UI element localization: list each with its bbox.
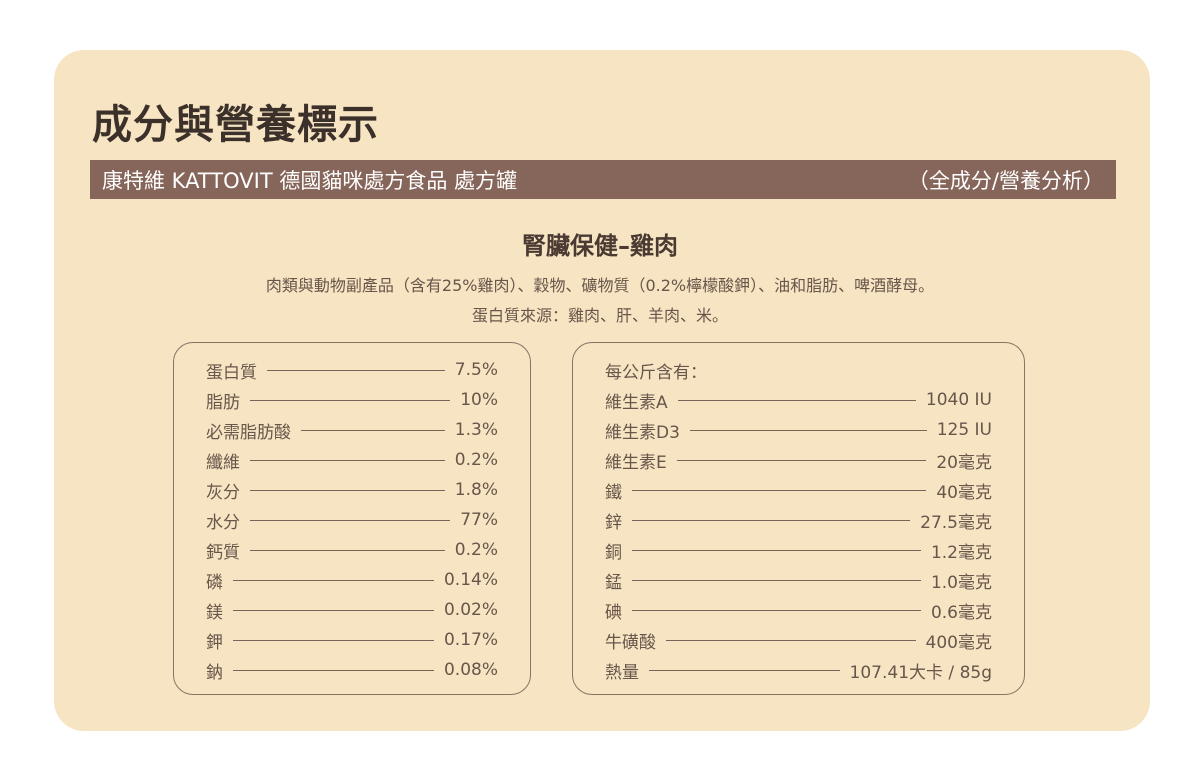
nutrient-value: 0.02%	[443, 600, 498, 620]
leader-line	[233, 609, 434, 611]
leader-line	[267, 369, 445, 371]
nutrient-value: 1.8%	[454, 480, 498, 500]
nutrient-label: 脂肪	[206, 392, 240, 413]
leader-line	[632, 579, 921, 581]
nutrient-row: 碘 0.6毫克	[605, 595, 992, 625]
nutrient-row: 水分 77%	[206, 505, 498, 535]
product-bar: 康特維 KATTOVIT 德國貓咪處方食品 處方罐 （全成分/營養分析）	[90, 160, 1116, 199]
leader-line	[250, 459, 445, 461]
nutrient-value: 1.2毫克	[930, 542, 992, 563]
nutrient-value: 1040 IU	[925, 390, 992, 410]
nutrient-label: 維生素D3	[605, 422, 680, 443]
nutrient-label: 鉀	[206, 632, 223, 653]
leader-line	[632, 549, 921, 551]
nutrient-label: 熱量	[605, 662, 639, 683]
nutrient-row: 纖維 0.2%	[206, 445, 498, 475]
nutrient-value: 0.08%	[443, 660, 498, 680]
leader-line	[677, 399, 916, 401]
nutrient-row: 銅 1.2毫克	[605, 535, 992, 565]
nutrient-value: 1.0毫克	[930, 572, 992, 593]
leader-line	[689, 429, 927, 431]
leader-line	[250, 519, 451, 521]
nutrient-row: 錳 1.0毫克	[605, 565, 992, 595]
nutrient-label: 纖維	[206, 452, 240, 473]
nutrient-label: 蛋白質	[206, 362, 257, 383]
nutrient-label: 錳	[605, 572, 622, 593]
nutrient-value: 20毫克	[936, 452, 992, 473]
nutrient-value: 400毫克	[925, 632, 992, 653]
leader-line	[649, 669, 840, 671]
recipe-title: 腎臟保健–雞肉	[522, 232, 678, 260]
nutrient-row: 鈣質 0.2%	[206, 535, 498, 565]
nutrient-value: 107.41大卡 / 85g	[849, 662, 992, 683]
per-kg-heading: 每公斤含有：	[605, 362, 707, 383]
leader-line	[250, 399, 451, 401]
leader-line	[233, 579, 434, 581]
nutrient-label: 鋅	[605, 512, 622, 533]
nutrient-label: 維生素E	[605, 452, 667, 473]
nutrient-row: 維生素E 20毫克	[605, 445, 992, 475]
nutrient-value: 40毫克	[936, 482, 992, 503]
leader-line	[233, 639, 434, 641]
nutrient-label: 鐵	[605, 482, 622, 503]
nutrient-value: 1.3%	[454, 420, 498, 440]
analysis-box: 蛋白質 7.5% 脂肪 10% 必需脂肪酸 1.3% 纖維 0.2% 灰分 1.8% 水分 77% 鈣質…	[173, 342, 531, 695]
nutrient-row: 鈉 0.08%	[206, 655, 498, 685]
product-name: 康特維 KATTOVIT 德國貓咪處方食品 處方罐	[102, 168, 517, 193]
nutrient-label: 維生素A	[605, 392, 668, 413]
nutrient-row: 鉀 0.17%	[206, 625, 498, 655]
nutrient-value: 0.2%	[454, 450, 498, 470]
nutrient-value: 77%	[460, 510, 498, 530]
nutrient-row: 熱量 107.41大卡 / 85g	[605, 655, 992, 685]
leader-line	[632, 489, 927, 491]
nutrient-row: 維生素D3 125 IU	[605, 415, 992, 445]
nutrient-label: 鈉	[206, 662, 223, 683]
nutrient-value: 27.5毫克	[920, 512, 992, 533]
nutrient-row: 磷 0.14%	[206, 565, 498, 595]
nutrient-value: 0.14%	[443, 570, 498, 590]
nutrient-label: 鈣質	[206, 542, 240, 563]
nutrient-label: 銅	[605, 542, 622, 563]
leader-line	[301, 429, 445, 431]
leader-line	[632, 519, 911, 521]
nutrient-row: 牛磺酸 400毫克	[605, 625, 992, 655]
nutrient-value: 0.6毫克	[930, 602, 992, 623]
ingredients-text: 肉類與動物副產品（含有25%雞肉）、穀物、礦物質（0.2%檸檬酸鉀）、油和脂肪、…	[265, 276, 935, 295]
nutrient-label: 碘	[605, 602, 622, 623]
leader-line	[250, 489, 445, 491]
nutrient-value: 0.2%	[454, 540, 498, 560]
per-kg-box: 每公斤含有： 維生素A 1040 IU 維生素D3 125 IU 維生素E 20毫克鐵 40…	[572, 342, 1025, 695]
leader-line	[676, 459, 927, 461]
leader-line	[233, 669, 434, 671]
nutrient-row: 必需脂肪酸 1.3%	[206, 415, 498, 445]
nutrient-row: 維生素A 1040 IU	[605, 385, 992, 415]
leader-line	[666, 639, 916, 641]
nutrient-row: 灰分 1.8%	[206, 475, 498, 505]
nutrient-value: 10%	[460, 390, 498, 410]
product-note: （全成分/營養分析）	[907, 168, 1104, 193]
nutrient-value: 0.17%	[443, 630, 498, 650]
nutrient-label: 灰分	[206, 482, 240, 503]
nutrient-label: 鎂	[206, 602, 223, 623]
page-title: 成分與營養標示	[92, 102, 379, 148]
protein-source-text: 蛋白質來源：雞肉、肝、羊肉、米。	[471, 306, 728, 325]
nutrient-value: 7.5%	[454, 360, 498, 380]
nutrient-label: 水分	[206, 512, 240, 533]
nutrient-row: 蛋白質 7.5%	[206, 355, 498, 385]
nutrient-label: 必需脂肪酸	[206, 422, 291, 443]
nutrient-row: 鎂 0.02%	[206, 595, 498, 625]
nutrient-label: 磷	[206, 572, 223, 593]
nutrient-row: 鋅 27.5毫克	[605, 505, 992, 535]
leader-line	[632, 609, 921, 611]
nutrient-row: 鐵 40毫克	[605, 475, 992, 505]
leader-line	[250, 549, 445, 551]
nutrient-row: 脂肪 10%	[206, 385, 498, 415]
nutrient-value: 125 IU	[936, 420, 992, 440]
nutrient-label: 牛磺酸	[605, 632, 656, 653]
